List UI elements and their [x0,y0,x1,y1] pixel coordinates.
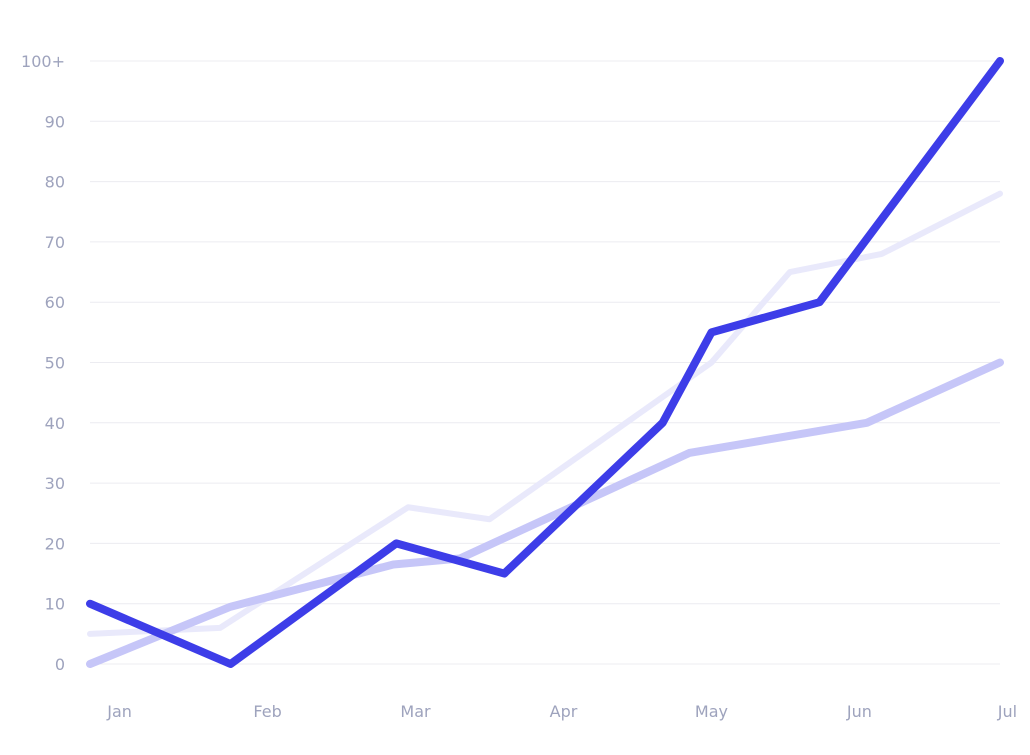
gridlines [90,60,1000,665]
y-tick-label: 40 [45,414,65,433]
y-axis-tick-labels: 0 10 20 30 40 50 60 70 80 90 100+ [21,52,65,674]
y-tick-label: 90 [45,112,65,131]
y-tick-label: 100+ [21,52,65,71]
series-line [86,57,1004,668]
x-tick-label: Feb [253,702,281,721]
x-tick-label: Apr [550,702,578,721]
y-tick-label: 80 [45,173,65,192]
y-tick-label: 20 [45,534,65,553]
series-line [87,190,1003,637]
y-tick-label: 50 [45,354,65,373]
series-1 [87,190,1003,637]
y-tick-label: 60 [45,293,65,312]
y-tick-label: 70 [45,233,65,252]
x-axis-tick-labels: Jan Feb Mar Apr May Jun Jul [106,702,1017,721]
x-tick-label: Jul [997,702,1017,721]
y-tick-label: 0 [55,655,65,674]
x-tick-label: May [695,702,728,721]
x-tick-label: Mar [400,702,431,721]
series-lines [86,57,1004,668]
x-tick-label: Jun [846,702,872,721]
series-line [86,358,1004,668]
y-tick-label: 30 [45,474,65,493]
y-tick-label: 10 [45,595,65,614]
series-3 [86,57,1004,668]
x-tick-label: Jan [106,702,132,721]
series-2 [86,358,1004,668]
